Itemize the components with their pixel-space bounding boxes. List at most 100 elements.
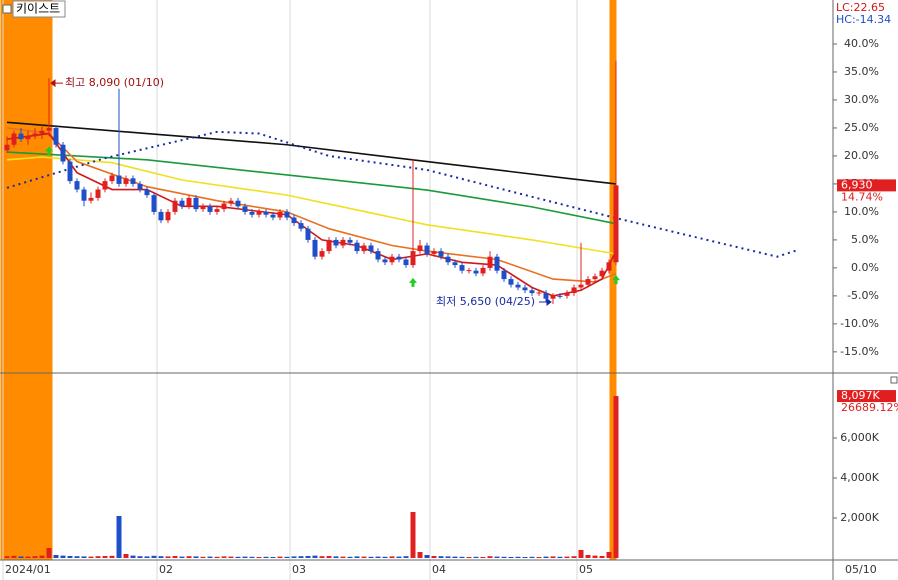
candle-body [368,245,374,252]
candle-body [284,211,290,218]
candle-body [109,175,115,182]
candle-body [340,239,346,246]
y-tick-label: 4,000K [840,471,879,484]
candle-body [249,211,255,215]
volume-bar [564,556,570,558]
volume-bar [53,555,59,558]
volume-bar [235,556,241,558]
volume-bar [242,556,248,558]
volume-bar [578,550,584,558]
checkbox[interactable] [2,4,12,14]
volume-bar [438,556,444,558]
y-tick-label: -10.0% [840,317,879,330]
candle-body [599,270,605,277]
candle-body [116,175,122,184]
volume-bar [305,556,311,558]
x-tick-label: 04 [432,563,446,576]
signal-arrow [45,146,53,156]
candle-body [473,270,479,274]
volume-bar [368,556,374,558]
candle-body [606,262,612,271]
candle-body [102,181,108,190]
volume-bar [592,555,598,558]
x-tick-label: 03 [292,563,306,576]
candle-body [74,181,80,190]
volume-bar [263,556,269,558]
volume-bar [221,556,227,558]
candle-body [445,256,451,263]
candle-body [130,178,136,184]
y-tick-label: 40.0% [844,37,879,50]
y-tick-label: 10.0% [844,205,879,218]
y-tick-label: 5.0% [851,233,879,246]
close-button[interactable] [890,376,898,384]
candle-body [158,211,164,221]
volume-bar [186,556,192,558]
candle-body [270,214,276,218]
candle-body [389,256,395,263]
volume-bar [431,556,437,558]
candle-body [137,183,143,190]
volume-bar [340,556,346,558]
candle-body [333,239,339,246]
y-tick-label: 30.0% [844,93,879,106]
candle-body [466,270,472,272]
volume-bar [130,555,136,558]
volume-bar [284,556,290,558]
volume-bar [172,556,178,558]
volume-bar [158,556,164,558]
volume-bar [424,555,430,558]
candle-body [298,223,304,229]
candle-body [431,251,437,254]
ma-line [6,121,617,185]
candle-body [459,265,465,271]
volume-bar [543,556,549,558]
candle-body [25,136,31,140]
candle-body [123,178,129,184]
volume-bar [382,556,388,558]
volume-bar [494,556,500,558]
candle-body [557,295,563,297]
y-tick-label: -15.0% [840,345,879,358]
high-note: 최고 8,090 (01/10) [65,76,164,89]
candle-body [172,200,178,212]
volume-bar [613,396,619,558]
volume-bar [445,556,451,558]
candle-body [522,287,528,291]
signal-arrow [612,275,620,285]
volume-bar [396,556,402,558]
volume-bar [452,556,458,558]
volume-bar [508,557,514,558]
ma-line [6,156,617,255]
volume-bar [25,556,31,558]
chart-title: 키이스트 [16,2,60,16]
volume-bar [466,557,472,558]
volume-bar [354,556,360,558]
volume-bar [74,556,80,558]
volume-bar [291,556,297,558]
volume-bar [298,556,304,558]
volume-bar [95,556,101,558]
volume-bar [46,548,52,558]
volume-bar [326,556,332,558]
volume-bar [4,556,10,558]
candle-body [410,251,416,266]
candle-body [403,259,409,266]
candle-body [326,239,332,252]
candle-body [480,267,486,274]
plot-area [0,0,799,580]
volume-bar [599,556,605,558]
candle-body [354,242,360,252]
y-tick-label: 35.0% [844,65,879,78]
volume-bar [529,556,535,558]
candle-body [4,144,10,151]
x-tick-label: 05 [579,563,593,576]
candle-body [144,189,150,196]
candle-body [32,133,38,137]
volume-bar [480,557,486,558]
volume-bar [81,556,87,558]
volume-bar [200,556,206,558]
candle-body [207,206,213,212]
volume-box [837,390,896,403]
